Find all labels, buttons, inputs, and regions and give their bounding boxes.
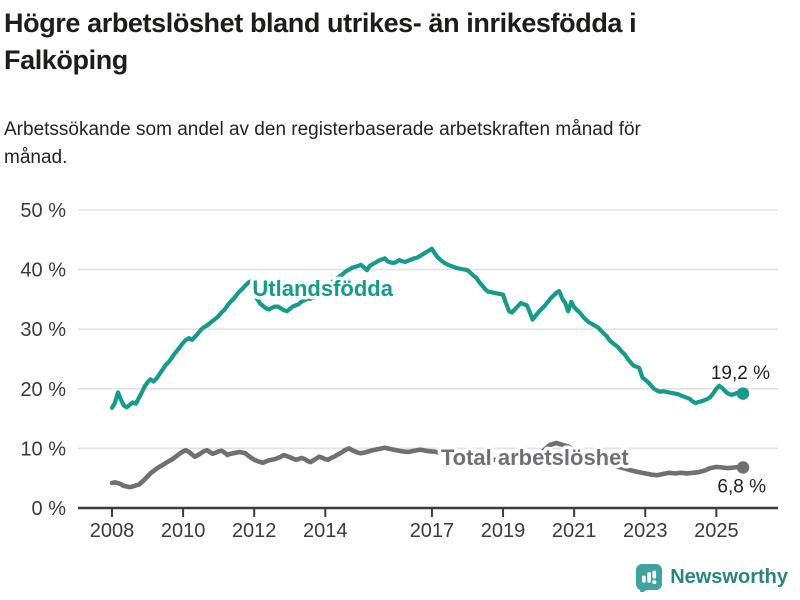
x-tick-label: 2023	[623, 520, 668, 542]
x-tick-label: 2017	[410, 520, 455, 542]
x-tick-label: 2014	[303, 520, 348, 542]
x-tick-label: 2012	[232, 520, 277, 542]
series-value-label-utlandsfodda: 19,2 %	[711, 363, 770, 384]
y-tick-label: 30 %	[20, 319, 66, 341]
newsworthy-logo: Newsworthy	[635, 563, 788, 592]
x-tick-label: 2008	[90, 520, 135, 542]
bar-small	[642, 575, 646, 583]
exclamation-bar	[652, 570, 657, 579]
y-tick-label: 40 %	[20, 260, 66, 282]
page-subtitle: Arbetssökande som andel av den registerb…	[4, 119, 641, 168]
x-tick-label: 2025	[694, 520, 739, 542]
page-title: Högre arbetslöshet bland utrikes- än inr…	[4, 8, 637, 75]
series-label-utlandsfodda: Utlandsfödda	[252, 276, 393, 301]
x-tick-label: 2019	[481, 520, 526, 542]
y-tick-label: 20 %	[20, 379, 66, 401]
x-tick-label: 2010	[161, 520, 206, 542]
series-end-dot-utlandsfodda	[736, 387, 750, 400]
x-tick-label: 2021	[552, 520, 597, 542]
y-tick-label: 50 %	[20, 200, 66, 222]
y-tick-label: 0 %	[32, 498, 67, 520]
series-value-label-total: 6,8 %	[717, 476, 766, 497]
series-end-dot-total	[736, 461, 750, 474]
series-line-utlandsfodda	[109, 246, 746, 410]
exclamation-dot	[652, 580, 657, 585]
series-label-total: Total arbetslöshet	[441, 445, 630, 470]
newsworthy-wordmark: Newsworthy	[670, 566, 788, 588]
bar-tall	[647, 572, 652, 583]
newsworthy-bubble-chart-icon	[636, 564, 663, 592]
series-line-total	[109, 440, 746, 490]
y-tick-label: 10 %	[20, 438, 66, 460]
